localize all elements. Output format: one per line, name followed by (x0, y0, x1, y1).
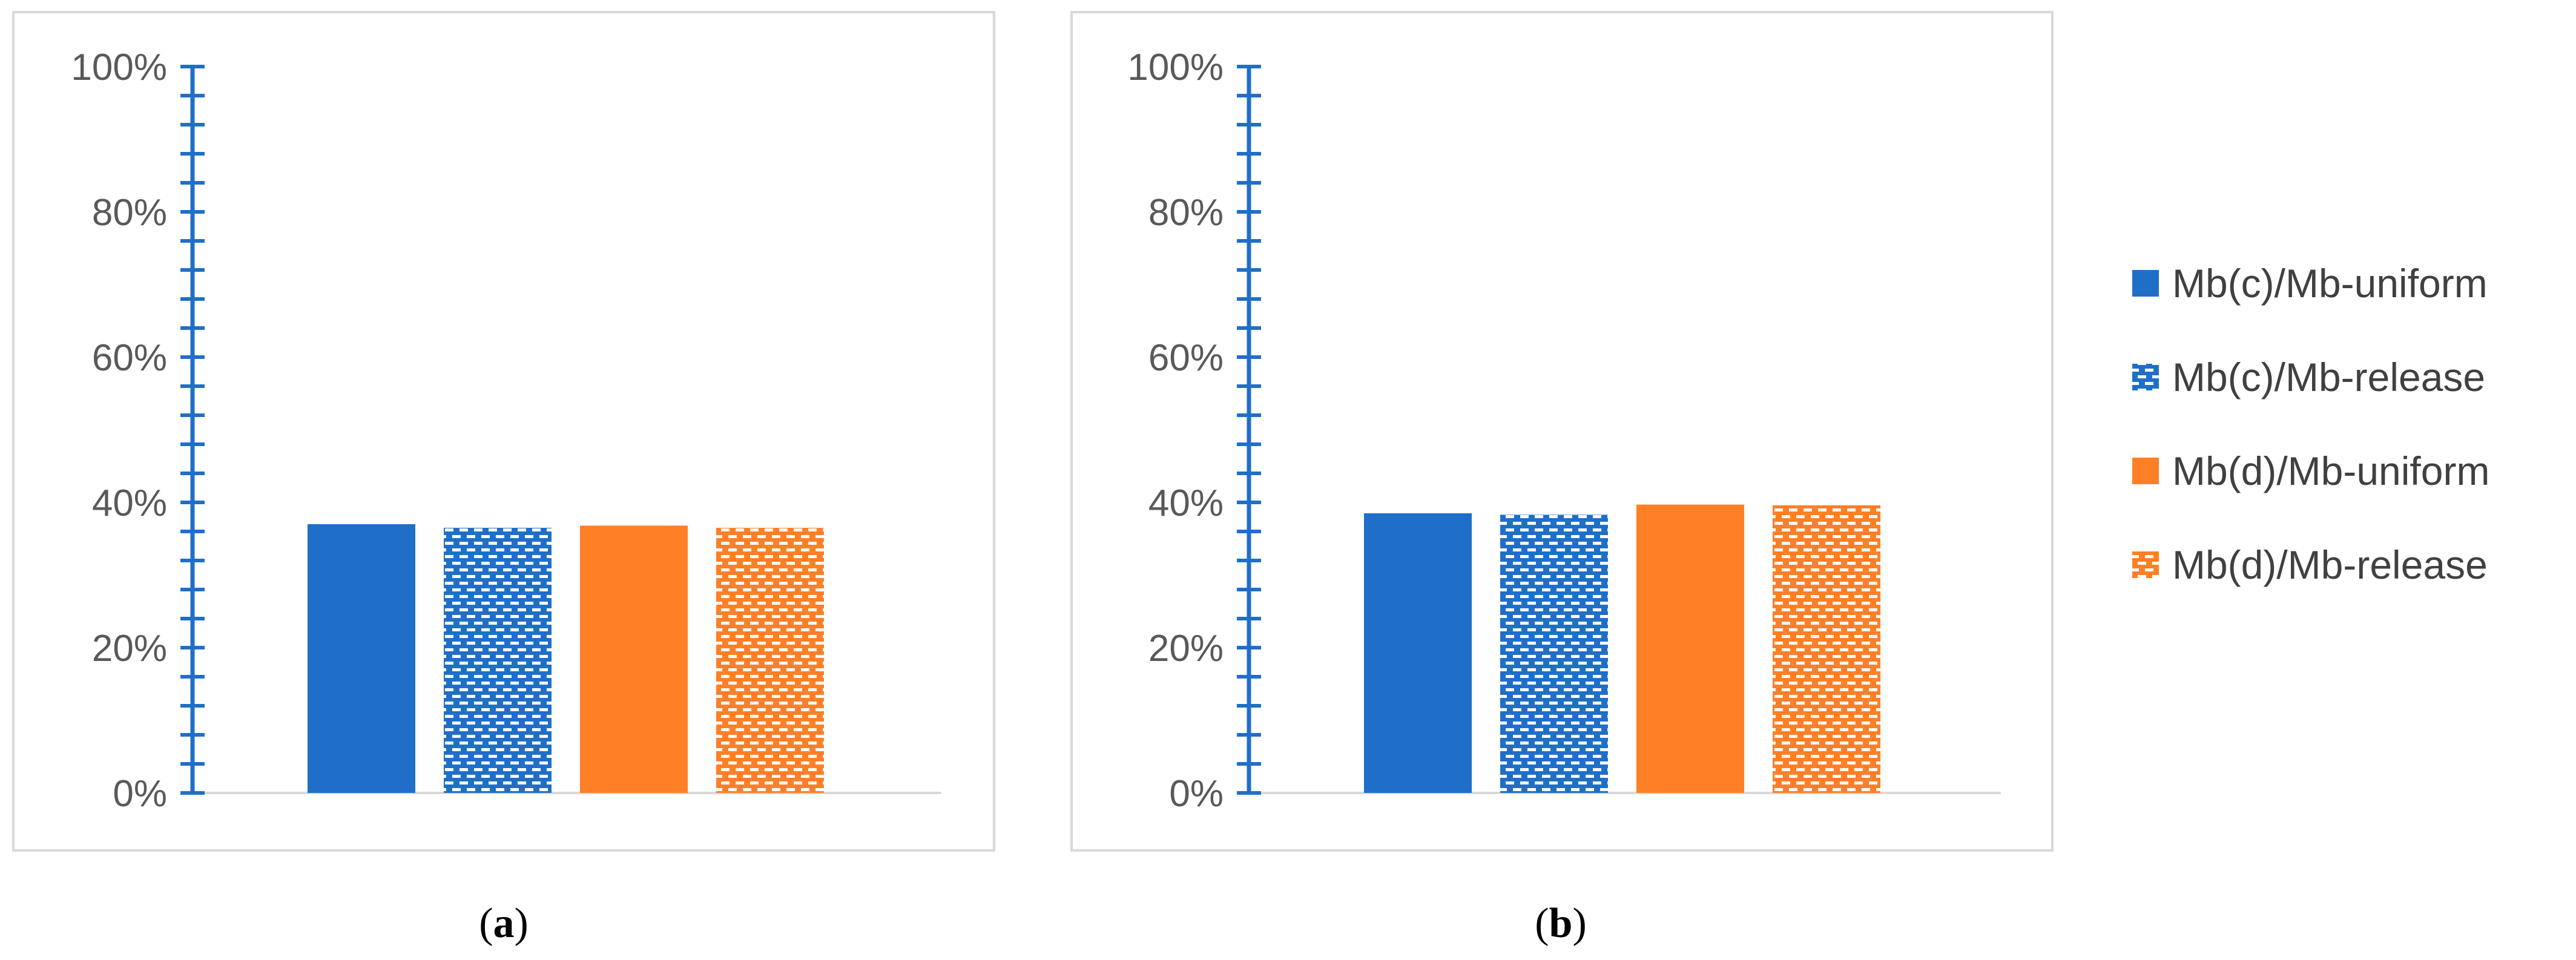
y-tick-label: 100% (71, 47, 167, 88)
bar-Mb(d)/Mb-release (716, 528, 824, 793)
bars (1364, 504, 1880, 793)
legend: Mb(c)/Mb-uniform Mb(c)/Mb-release Mb(d)/Mb… (2132, 261, 2489, 587)
legend-label: Mb(c)/Mb-uniform (2172, 261, 2488, 306)
y-tick-label: 0% (113, 773, 167, 815)
bar-Mb(d)/Mb-uniform (580, 525, 688, 793)
chart-panel-b: 0% 20% 40% 60% 80% 100% (b) (1070, 11, 2054, 947)
legend-item: Mb(c)/Mb-release (2132, 355, 2485, 399)
legend-label: Mb(d)/Mb-uniform (2172, 449, 2489, 493)
legend-label: Mb(c)/Mb-release (2172, 355, 2485, 399)
legend-item: Mb(c)/Mb-uniform (2132, 261, 2488, 306)
y-axis: 0% 20% 40% 60% 80% 100% (1127, 47, 2001, 815)
y-tick-label: 60% (1148, 337, 1224, 379)
bar-Mb(c)/Mb-release (1500, 515, 1608, 793)
y-tick-label: 60% (92, 337, 167, 379)
legend-item: Mb(d)/Mb-uniform (2132, 449, 2489, 493)
panel-caption-b: (b) (1535, 900, 1587, 947)
y-tick-label: 100% (1127, 47, 1224, 88)
bar-Mb(c)/Mb-uniform (308, 524, 415, 793)
bar-Mb(c)/Mb-release (444, 528, 552, 793)
chart-panel-a: 0% 20% 40% 60% 80% 100% (a) (12, 11, 995, 947)
y-tick-label: 20% (92, 628, 167, 669)
y-tick-label: 40% (92, 482, 167, 524)
bar-Mb(d)/Mb-release (1773, 505, 1880, 793)
legend-swatch (2132, 458, 2159, 484)
bar-Mb(d)/Mb-uniform (1636, 504, 1744, 793)
legend-label: Mb(d)/Mb-release (2172, 542, 2488, 587)
y-tick-label: 80% (92, 192, 167, 234)
legend-swatch (2132, 551, 2159, 578)
legend-swatch (2132, 270, 2159, 297)
bars (308, 524, 824, 793)
panel-caption-a: (a) (479, 900, 529, 947)
bar-Mb(c)/Mb-uniform (1364, 513, 1472, 793)
y-tick-label: 40% (1148, 482, 1224, 524)
legend-item: Mb(d)/Mb-release (2132, 542, 2488, 587)
legend-swatch (2132, 364, 2159, 390)
y-tick-label: 0% (1169, 773, 1224, 815)
y-tick-label: 20% (1148, 628, 1224, 669)
y-tick-label: 80% (1148, 192, 1224, 234)
